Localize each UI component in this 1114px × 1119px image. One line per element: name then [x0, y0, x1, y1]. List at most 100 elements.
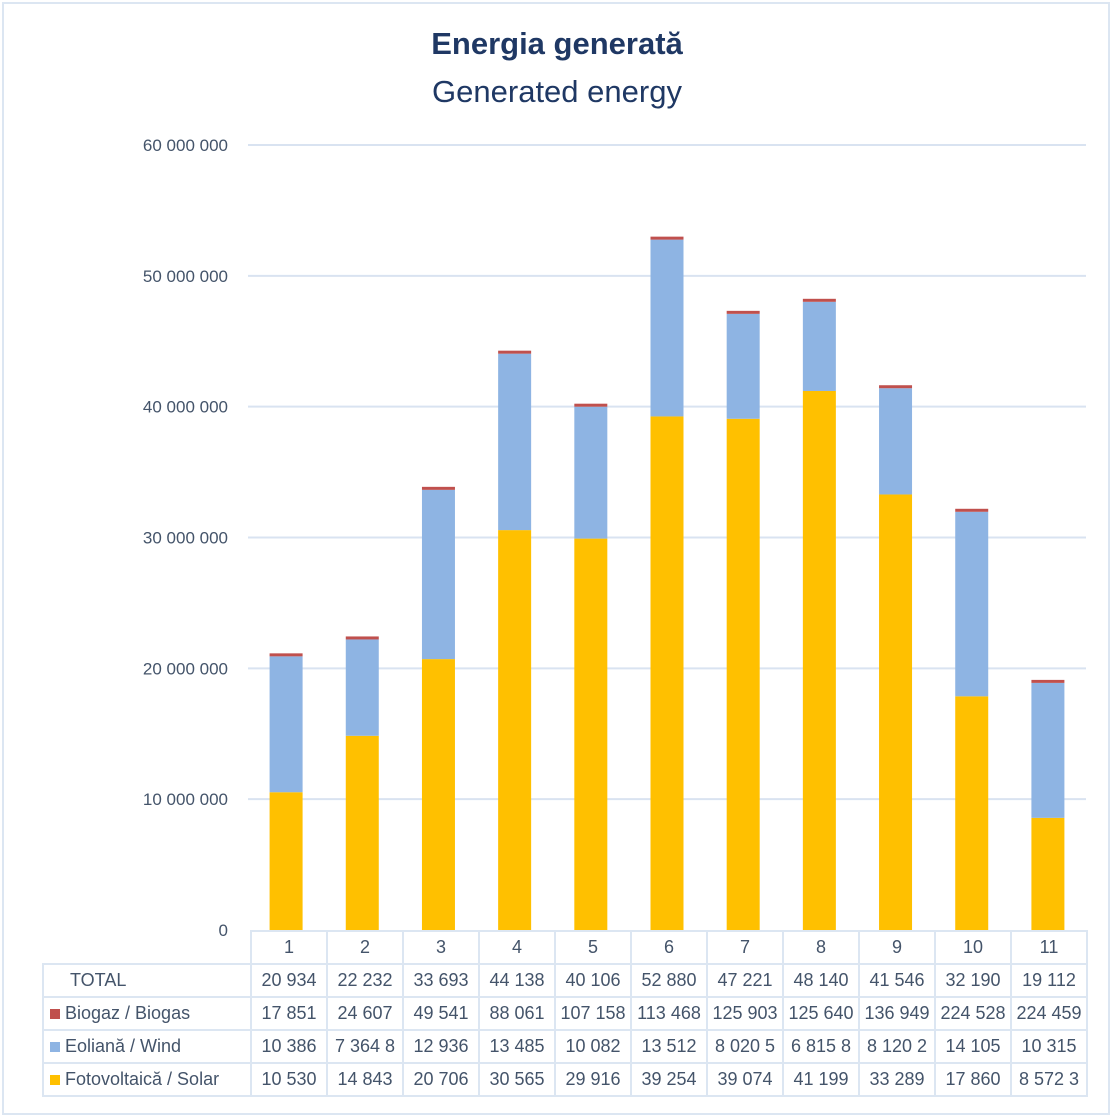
data-label: 32 190	[934, 963, 1012, 998]
bar-wind-5	[574, 406, 608, 539]
data-label: 10 082	[554, 1029, 632, 1064]
data-label: 125 640	[782, 996, 860, 1031]
data-label: 41 546	[858, 963, 936, 998]
data-label: 33 289	[858, 1062, 936, 1097]
legend-label: Eoliană / Wind	[42, 1029, 252, 1064]
x-tick-label: 11	[1010, 930, 1088, 965]
data-label: 29 916	[554, 1062, 632, 1097]
bar-solar-3	[421, 659, 455, 930]
x-tick-label: 9	[858, 930, 936, 965]
bar-wind-2	[345, 639, 379, 736]
bar-solar-2	[345, 735, 379, 930]
bar-wind-10	[955, 511, 989, 697]
data-label: 224 459	[1010, 996, 1088, 1031]
data-label: 113 468	[630, 996, 708, 1031]
bar-biogas-1	[269, 653, 303, 657]
bar-solar-11	[1031, 817, 1065, 930]
legend-label: Fotovoltaică / Solar	[42, 1062, 252, 1097]
x-tick-label: 10	[934, 930, 1012, 965]
bar-solar-8	[802, 390, 836, 930]
bar-solar-5	[574, 538, 608, 930]
x-tick-label: 2	[326, 930, 404, 965]
data-label: 14 843	[326, 1062, 404, 1097]
x-tick-label: 6	[630, 930, 708, 965]
bar-wind-9	[879, 388, 913, 495]
data-label: 17 851	[250, 996, 328, 1031]
table-corner	[43, 931, 252, 965]
data-label: 13 485	[478, 1029, 556, 1064]
table-row: Eoliană / Wind 10 386 7 364 8 12 936 13 485 1…	[42, 1029, 1088, 1064]
bar-solar-7	[726, 418, 760, 930]
data-label: 22 232	[326, 963, 404, 998]
x-tick-label: 1	[250, 930, 328, 965]
row-label: Eoliană / Wind	[65, 1036, 182, 1056]
bar-biogas-10	[955, 508, 989, 512]
data-label: 7 364 8	[326, 1029, 404, 1064]
bar-biogas-8	[802, 298, 836, 302]
x-tick-label: 7	[706, 930, 784, 965]
data-label: 24 607	[326, 996, 404, 1031]
data-table: 1 2 3 4 5 6 7 8 9 10 11 TOTAL 20 934 22 232 33 693 44 1…	[42, 930, 1088, 1097]
bar-biogas-2	[345, 636, 379, 640]
bar-solar-9	[879, 494, 913, 930]
bar-biogas-4	[498, 350, 532, 354]
bar-wind-8	[802, 301, 836, 391]
data-label: 40 106	[554, 963, 632, 998]
chart-subtitle: Generated energy	[432, 74, 682, 109]
bar-solar-1	[269, 792, 303, 930]
y-tick-label: 60 000 000	[143, 136, 228, 155]
data-label: 39 254	[630, 1062, 708, 1097]
bar-biogas-6	[650, 236, 684, 240]
y-tick-label: 20 000 000	[143, 659, 228, 678]
bar-wind-11	[1031, 682, 1065, 818]
data-label: 30 565	[478, 1062, 556, 1097]
y-tick-label: 10 000 000	[143, 790, 228, 809]
legend-label: TOTAL	[42, 963, 252, 998]
data-label: 39 074	[706, 1062, 784, 1097]
data-label: 41 199	[782, 1062, 860, 1097]
legend-swatch-icon	[50, 1009, 60, 1020]
row-label: Fotovoltaică / Solar	[65, 1069, 220, 1089]
data-label: 125 903	[706, 996, 784, 1031]
bar-solar-6	[650, 416, 684, 930]
data-label: 12 936	[402, 1029, 480, 1064]
bar-biogas-5	[574, 403, 608, 407]
bar-wind-4	[498, 353, 532, 531]
x-tick-label: 3	[402, 930, 480, 965]
data-label: 224 528	[934, 996, 1012, 1031]
legend-label: Biogaz / Biogas	[42, 996, 252, 1031]
y-tick-label: 0	[219, 921, 228, 940]
chart-title: Energia generată	[431, 26, 683, 61]
bar-biogas-7	[726, 310, 760, 314]
x-tick-label: 5	[554, 930, 632, 965]
data-label: 136 949	[858, 996, 936, 1031]
data-label: 20 706	[402, 1062, 480, 1097]
table-row: Biogaz / Biogas 17 851 24 607 49 541 88 061 1…	[42, 996, 1088, 1031]
y-tick-label: 50 000 000	[143, 267, 228, 286]
data-label: 8 020 5	[706, 1029, 784, 1064]
bar-wind-1	[269, 656, 303, 793]
bar-wind-6	[650, 239, 684, 417]
data-label: 49 541	[402, 996, 480, 1031]
data-label: 14 105	[934, 1029, 1012, 1064]
data-label: 13 512	[630, 1029, 708, 1064]
table-row: Fotovoltaică / Solar 10 530 14 843 20 706 30…	[42, 1062, 1088, 1097]
row-label: TOTAL	[70, 970, 127, 990]
data-label: 10 315	[1010, 1029, 1088, 1064]
data-label: 48 140	[782, 963, 860, 998]
data-label: 17 860	[934, 1062, 1012, 1097]
data-label: 33 693	[402, 963, 480, 998]
data-label: 10 530	[250, 1062, 328, 1097]
x-tick-label: 4	[478, 930, 556, 965]
data-label: 19 112	[1010, 963, 1088, 998]
bar-biogas-9	[879, 385, 913, 389]
y-tick-label: 40 000 000	[143, 398, 228, 417]
bar-biogas-3	[421, 486, 455, 490]
bar-biogas-11	[1031, 679, 1065, 683]
data-label: 8 572 3	[1010, 1062, 1088, 1097]
legend-swatch-icon	[50, 1075, 60, 1086]
data-label: 88 061	[478, 996, 556, 1031]
data-label: 8 120 2	[858, 1029, 936, 1064]
